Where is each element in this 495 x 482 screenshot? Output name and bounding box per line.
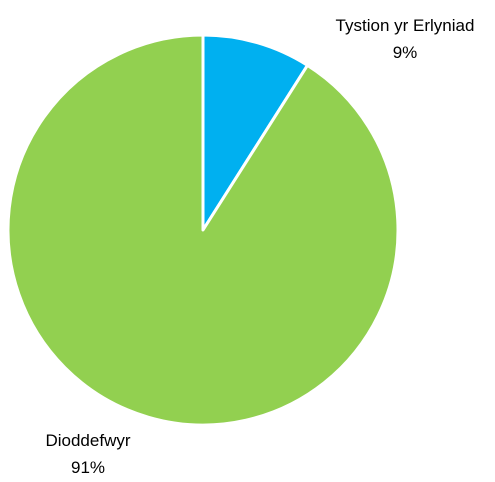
slice-label-dioddefwyr-name: Dioddefwyr [45, 431, 130, 450]
slices-layer [8, 35, 398, 425]
pie-slice-dioddefwyr [8, 35, 398, 425]
slice-label-tystion-name: Tystion yr Erlyniad [336, 16, 475, 35]
slice-label-tystion-value: 9% [393, 43, 418, 62]
slice-label-dioddefwyr-value: 91% [71, 458, 105, 477]
